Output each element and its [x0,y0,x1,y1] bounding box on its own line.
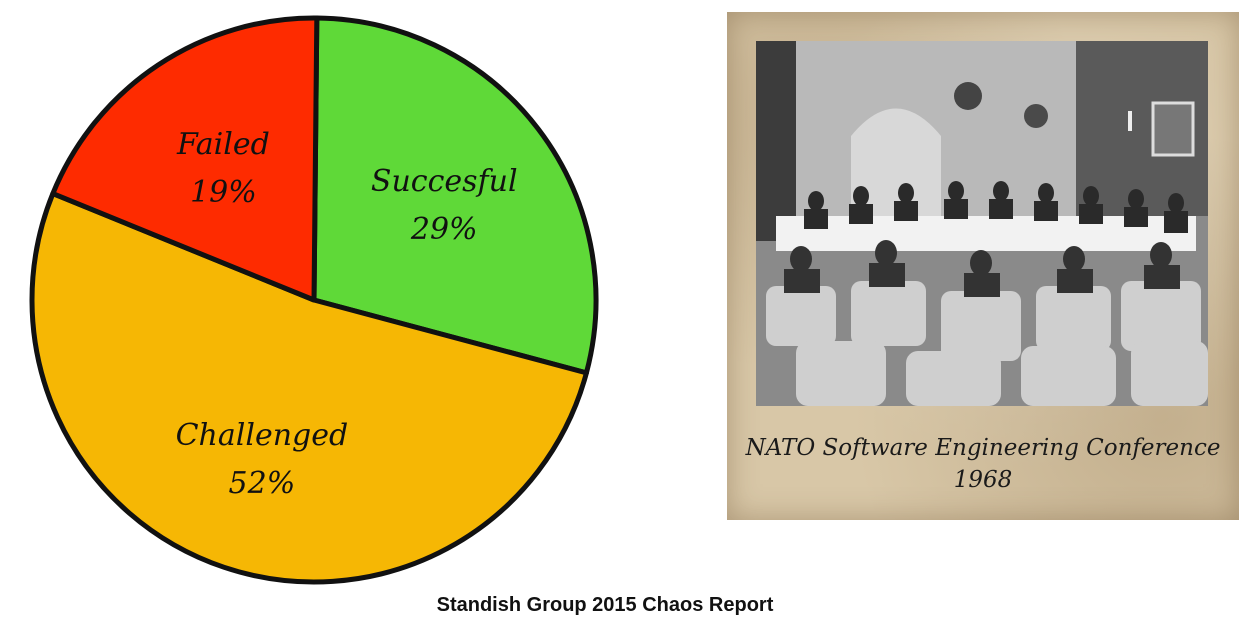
photo-caption: NATO Software Engineering Conference 196… [727,432,1239,496]
slice-value-succesful: 29% [410,212,478,247]
pie-slice-failed [50,15,320,303]
pie-chart: Succesful 29% Challenged 52% Failed 19% [29,15,599,585]
chart-caption: Standish Group 2015 Chaos Report [436,594,774,616]
photo-caption-line1: NATO Software Engineering Conference [745,435,1221,461]
slice-label-succesful: Succesful [371,164,518,199]
slice-value-challenged: 52% [229,466,296,501]
photo-frame: NATO Software Engineering Conference 196… [727,12,1239,520]
pie-labels: Succesful 29% Challenged 52% Failed 19% [176,127,518,501]
slice-label-challenged: Challenged [176,418,349,453]
conference-photo [756,41,1208,406]
slice-value-failed: 19% [190,175,257,210]
slice-label-failed: Failed [176,127,270,162]
pie-slice-challenged [29,191,589,585]
pie-slice-succesful [311,15,599,376]
photo-caption-line2: 1968 [953,467,1013,493]
pie-slices [29,15,599,585]
